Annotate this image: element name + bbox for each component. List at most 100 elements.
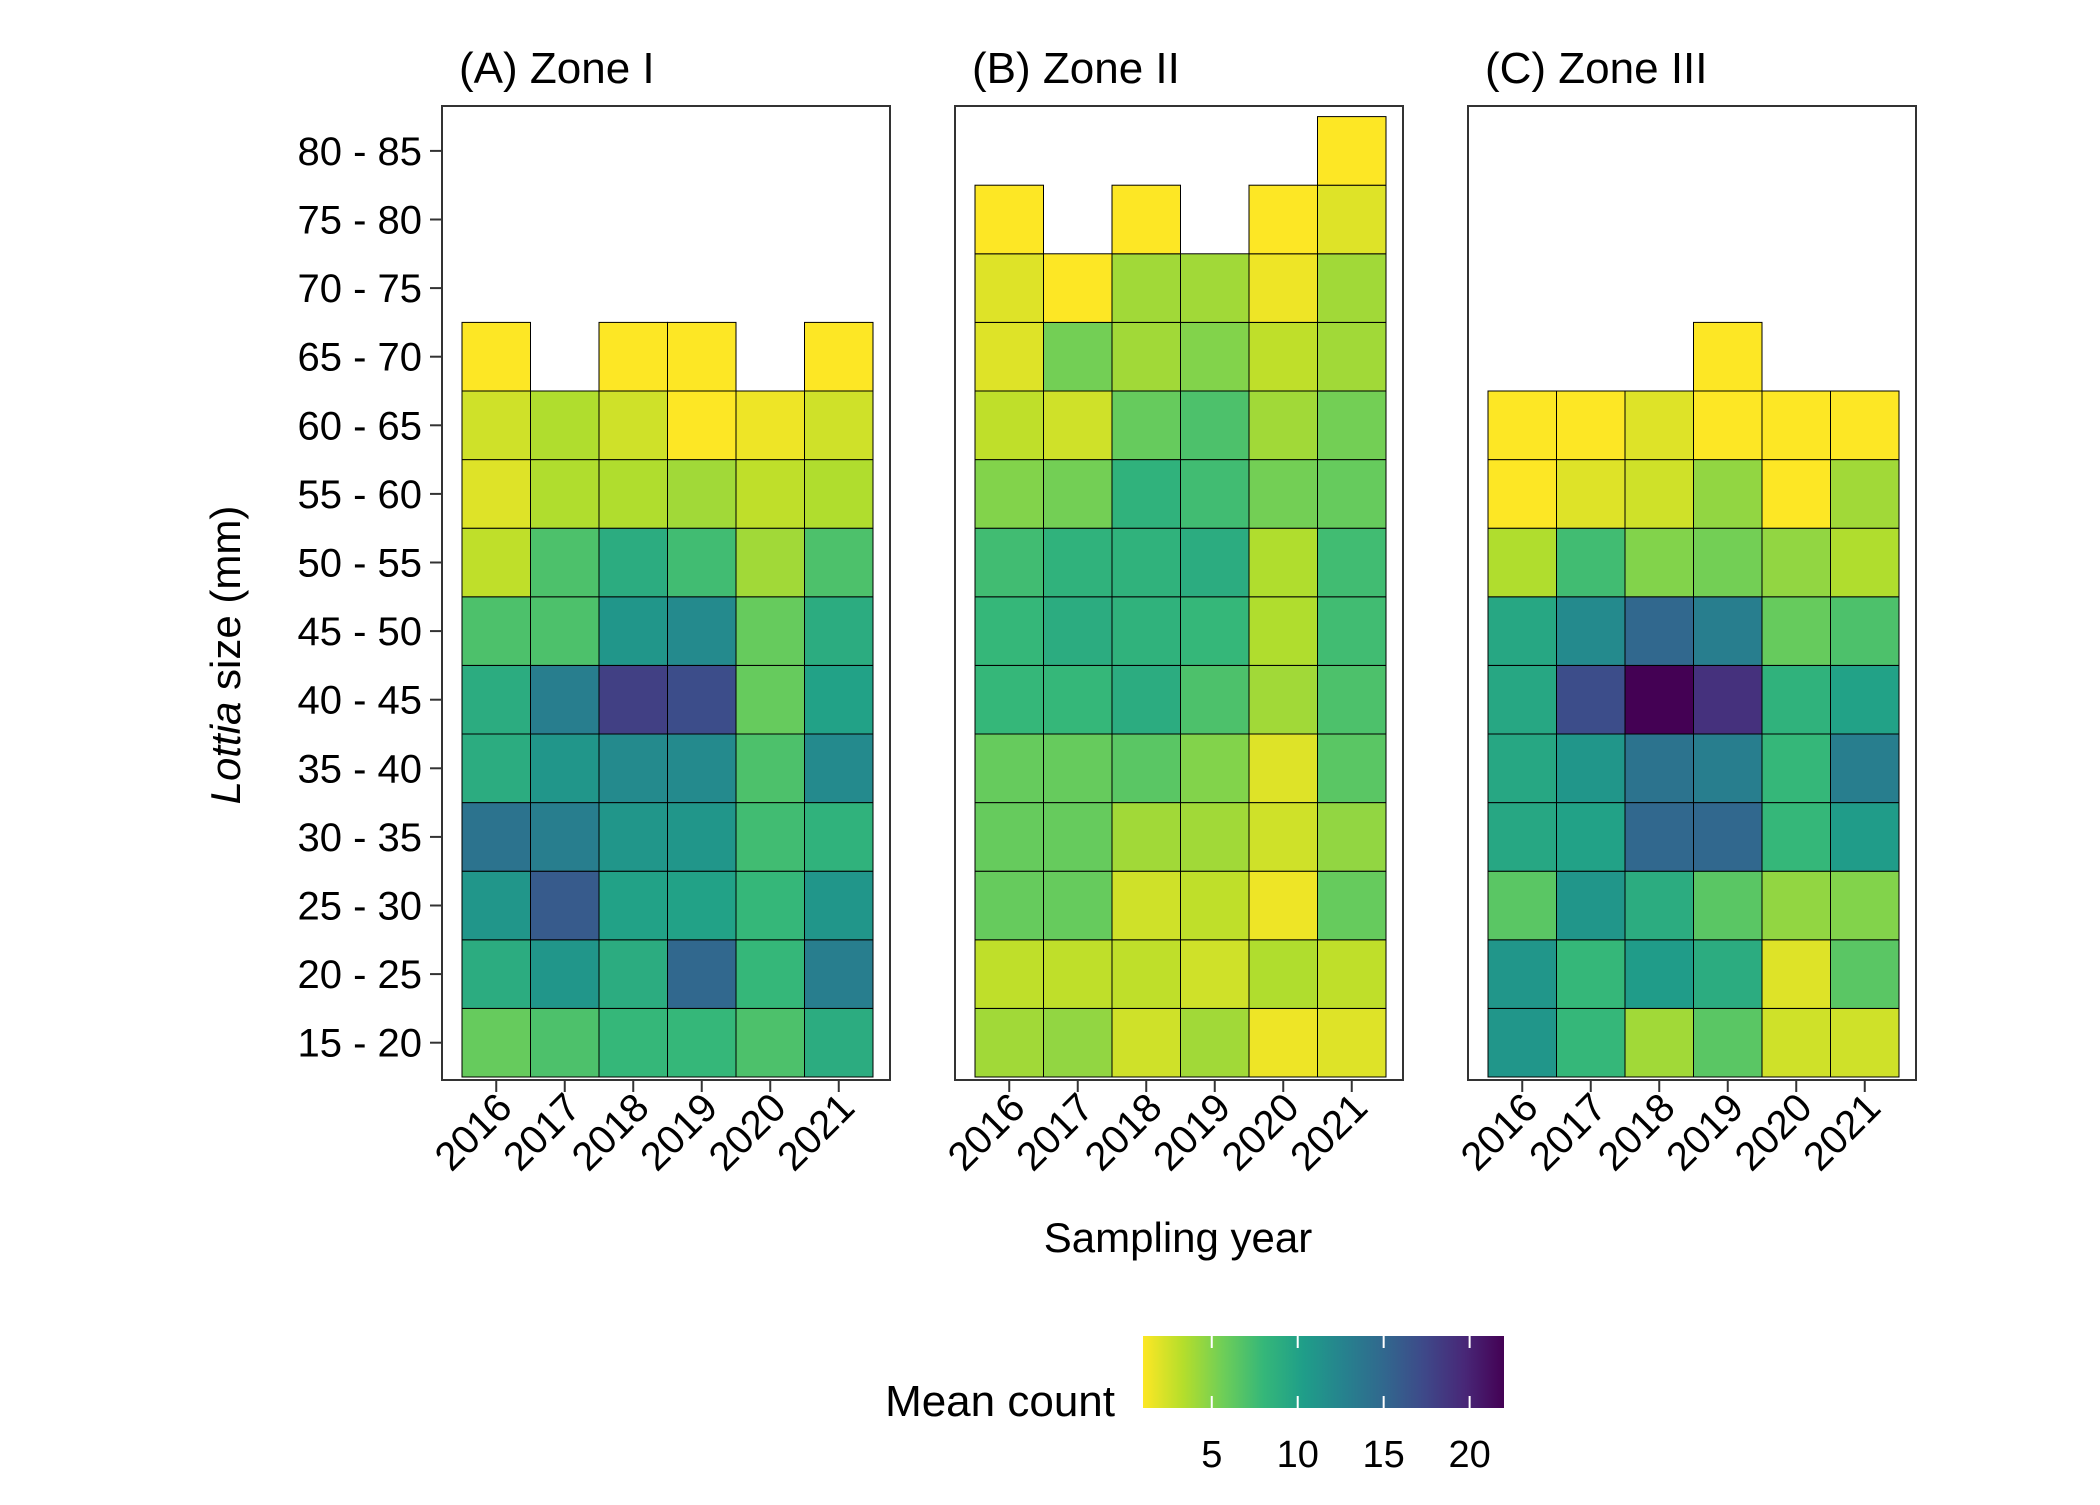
heatmap-cell xyxy=(1693,527,1763,598)
heatmap-cell xyxy=(1761,664,1831,735)
heatmap-cell xyxy=(974,596,1044,666)
heatmap-cell xyxy=(1180,939,1250,1009)
heatmap-cell xyxy=(1180,1007,1250,1078)
x-tick-label: 2018 xyxy=(1590,1085,1684,1179)
heatmap-cell xyxy=(1761,390,1831,461)
heatmap-cell xyxy=(1317,527,1387,598)
heatmap-cell xyxy=(1693,802,1763,872)
heatmap-cell xyxy=(1180,664,1250,735)
y-tick-label: 25 - 30 xyxy=(297,885,422,929)
heatmap-cell xyxy=(1761,596,1831,666)
panel-title: (A) Zone I xyxy=(459,44,655,93)
heatmap-cell xyxy=(1830,664,1900,735)
legend-tick-label: 10 xyxy=(1277,1434,1319,1476)
heatmap-cell xyxy=(530,870,600,941)
heatmap-cell xyxy=(1043,802,1113,872)
heatmap-cell xyxy=(1624,939,1694,1009)
heatmap-cell xyxy=(1317,596,1387,666)
heatmap-cell xyxy=(598,870,668,941)
heatmap-cell xyxy=(1043,321,1113,392)
heatmap-cell xyxy=(530,459,600,529)
x-tick-label: 2020 xyxy=(701,1085,795,1179)
heatmap-cell xyxy=(598,596,668,666)
heatmap-cell xyxy=(974,733,1044,804)
heatmap-cell xyxy=(974,870,1044,941)
heatmap-cell xyxy=(1248,459,1318,529)
heatmap-cell xyxy=(735,733,805,804)
heatmap-cell xyxy=(735,390,805,461)
heatmap-cell xyxy=(461,1007,531,1078)
heatmap-cell xyxy=(735,870,805,941)
heatmap-cell xyxy=(1624,596,1694,666)
y-tick-label: 60 - 65 xyxy=(297,404,422,448)
heatmap-cell xyxy=(1624,664,1694,735)
heatmap-cell xyxy=(1248,939,1318,1009)
heatmap-cell xyxy=(461,802,531,872)
heatmap-cell xyxy=(1111,527,1181,598)
heatmap-cell xyxy=(804,733,874,804)
heatmap-cell xyxy=(598,527,668,598)
heatmap-cell xyxy=(804,459,874,529)
heatmap-cell xyxy=(974,939,1044,1009)
heatmap-cell xyxy=(1180,253,1250,323)
heatmap-cell xyxy=(667,596,737,666)
heatmap-cell xyxy=(1317,321,1387,392)
heatmap-cell xyxy=(598,733,668,804)
legend-ticks: 5 10 15 20 xyxy=(1201,1336,1491,1476)
heatmap-cell xyxy=(1317,870,1387,941)
heatmap-cell xyxy=(1317,253,1387,323)
heatmap-cell xyxy=(1180,527,1250,598)
heatmap-cell xyxy=(1248,870,1318,941)
x-axis-label: Sampling year xyxy=(1044,1214,1312,1261)
y-tick-label: 30 - 35 xyxy=(297,816,422,860)
heatmap-cell xyxy=(598,321,668,392)
panel-title: (B) Zone II xyxy=(972,44,1180,93)
heatmap-cell xyxy=(804,802,874,872)
heatmap-cell xyxy=(1317,184,1387,255)
y-tick-label: 75 - 80 xyxy=(297,199,422,243)
heatmap-cell xyxy=(1111,939,1181,1009)
x-tick-label: 2021 xyxy=(769,1085,863,1179)
heatmap-cell xyxy=(1556,527,1626,598)
heatmap-cell xyxy=(1248,1007,1318,1078)
heatmap-cell xyxy=(1111,390,1181,461)
heatmap-cell xyxy=(1761,802,1831,872)
heatmap-cell xyxy=(1180,390,1250,461)
heatmap-cell xyxy=(461,733,531,804)
heatmap-cell xyxy=(461,527,531,598)
heatmap-cell xyxy=(1487,664,1557,735)
legend-tick-label: 15 xyxy=(1363,1434,1405,1476)
x-tick-label: 2016 xyxy=(1453,1085,1547,1179)
heatmap-cell xyxy=(1180,733,1250,804)
color-legend: Mean count 5 10 15 20 xyxy=(885,1336,1504,1476)
heatmap-cell xyxy=(1180,802,1250,872)
heatmap-cell xyxy=(1556,802,1626,872)
heatmap-cell xyxy=(461,390,531,461)
heatmap-cell xyxy=(1043,733,1113,804)
heatmap-cell xyxy=(1693,596,1763,666)
heatmap-cell xyxy=(1317,733,1387,804)
x-tick-label: 2020 xyxy=(1214,1085,1308,1179)
heatmap-cell xyxy=(667,733,737,804)
heatmap-cell xyxy=(735,459,805,529)
heatmap-cell xyxy=(530,1007,600,1078)
y-tick-label: 70 - 75 xyxy=(297,267,422,311)
heatmap-cell xyxy=(1487,1007,1557,1078)
heatmap-cell xyxy=(530,664,600,735)
x-tick-label: 2017 xyxy=(1008,1085,1102,1179)
heatmap-cell xyxy=(804,1007,874,1078)
heatmap-cell xyxy=(1043,870,1113,941)
heatmap-cell xyxy=(1761,1007,1831,1078)
heatmap-cell xyxy=(1487,596,1557,666)
heatmap-cell xyxy=(1761,527,1831,598)
heatmap-cell xyxy=(1043,527,1113,598)
heatmap-cell xyxy=(1830,939,1900,1009)
x-tick-label: 2021 xyxy=(1795,1085,1889,1179)
heatmap-cell xyxy=(1317,939,1387,1009)
heatmap-cell xyxy=(1248,253,1318,323)
heatmap-cell xyxy=(804,664,874,735)
heatmap-cell xyxy=(1317,664,1387,735)
heatmap-cell xyxy=(1556,939,1626,1009)
